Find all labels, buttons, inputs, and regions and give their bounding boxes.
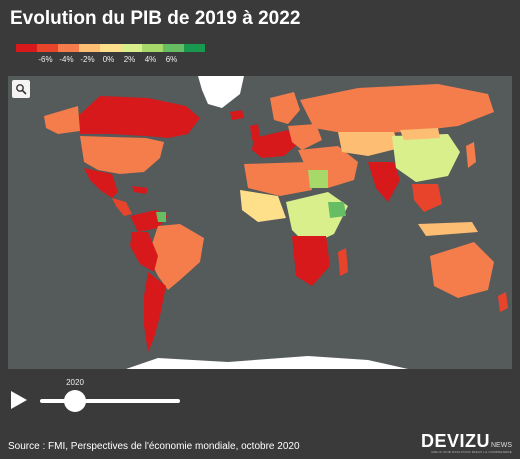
timeline-slider-thumb[interactable] bbox=[64, 390, 86, 412]
legend-label: 6% bbox=[165, 55, 178, 64]
timeline-slider-track[interactable] bbox=[40, 399, 180, 403]
country-west-africa[interactable] bbox=[240, 190, 286, 222]
legend-label: -4% bbox=[59, 55, 74, 64]
play-icon[interactable] bbox=[9, 389, 29, 411]
country-caribbean[interactable] bbox=[132, 186, 148, 194]
timeline-player: 2020 bbox=[0, 375, 520, 420]
brand-logo: DEVIZUNEWS MIEUX VOIR DATA POUR MIEUX LA… bbox=[421, 431, 512, 454]
country-ethiopia[interactable] bbox=[328, 202, 346, 218]
legend-labels: -6% -4% -2% 0% 2% 4% 6% bbox=[16, 55, 205, 67]
country-madagascar[interactable] bbox=[338, 248, 348, 276]
country-southeast-asia[interactable] bbox=[412, 184, 442, 212]
country-canada[interactable] bbox=[78, 96, 200, 138]
color-legend: -6% -4% -2% 0% 2% 4% 6% bbox=[16, 44, 205, 67]
legend-swatch bbox=[121, 44, 142, 52]
country-north-africa[interactable] bbox=[244, 162, 312, 196]
legend-swatch bbox=[100, 44, 121, 52]
country-new-zealand[interactable] bbox=[498, 292, 508, 312]
country-argentina-chile[interactable] bbox=[144, 272, 166, 352]
legend-swatch bbox=[16, 44, 37, 52]
legend-swatch bbox=[37, 44, 58, 52]
country-egypt[interactable] bbox=[308, 170, 328, 188]
country-eastern-europe[interactable] bbox=[288, 124, 322, 150]
country-china[interactable] bbox=[392, 134, 460, 182]
legend-swatch bbox=[163, 44, 184, 52]
legend-swatch bbox=[58, 44, 79, 52]
legend-label: 4% bbox=[144, 55, 157, 64]
brand-tagline: MIEUX VOIR DATA POUR MIEUX LA COMPRENDRE bbox=[431, 450, 512, 454]
legend-label: 0% bbox=[102, 55, 115, 64]
country-scandinavia[interactable] bbox=[270, 92, 300, 124]
country-usa-alaska[interactable] bbox=[44, 106, 80, 134]
country-brazil[interactable] bbox=[148, 224, 204, 290]
country-mongolia[interactable] bbox=[400, 128, 440, 140]
country-russia[interactable] bbox=[300, 84, 494, 134]
country-indonesia[interactable] bbox=[418, 222, 478, 236]
legend-swatch bbox=[142, 44, 163, 52]
search-icon bbox=[16, 84, 27, 95]
search-button[interactable] bbox=[12, 80, 30, 98]
country-greenland[interactable] bbox=[198, 76, 244, 108]
country-japan[interactable] bbox=[466, 142, 476, 168]
choropleth-svg[interactable] bbox=[8, 76, 512, 369]
country-central-america[interactable] bbox=[112, 198, 132, 216]
country-mexico[interactable] bbox=[84, 168, 118, 198]
source-note: Source : FMI, Perspectives de l'économie… bbox=[8, 441, 300, 452]
country-southern-africa[interactable] bbox=[292, 236, 330, 286]
legend-label: -6% bbox=[38, 55, 53, 64]
world-map[interactable] bbox=[8, 76, 512, 369]
legend-swatches bbox=[16, 44, 205, 52]
legend-label: -2% bbox=[80, 55, 95, 64]
country-guyana[interactable] bbox=[156, 212, 166, 222]
country-australia[interactable] bbox=[430, 242, 494, 298]
page-title: Evolution du PIB de 2019 à 2022 bbox=[10, 8, 301, 29]
brand-name: DEVIZU bbox=[420, 431, 490, 451]
country-middle-east[interactable] bbox=[298, 146, 358, 188]
country-uk[interactable] bbox=[250, 124, 260, 140]
slider-year-label: 2020 bbox=[66, 378, 84, 387]
legend-swatch bbox=[79, 44, 100, 52]
legend-label: 2% bbox=[123, 55, 136, 64]
brand-suffix: NEWS bbox=[491, 442, 512, 449]
country-india[interactable] bbox=[368, 162, 400, 202]
country-western-europe[interactable] bbox=[252, 130, 298, 158]
country-iceland[interactable] bbox=[230, 110, 244, 120]
region-antarctica bbox=[126, 356, 408, 369]
legend-swatch bbox=[184, 44, 205, 52]
country-usa[interactable] bbox=[80, 136, 164, 174]
country-central-asia[interactable] bbox=[338, 132, 400, 156]
country-peru-bolivia[interactable] bbox=[130, 232, 158, 272]
